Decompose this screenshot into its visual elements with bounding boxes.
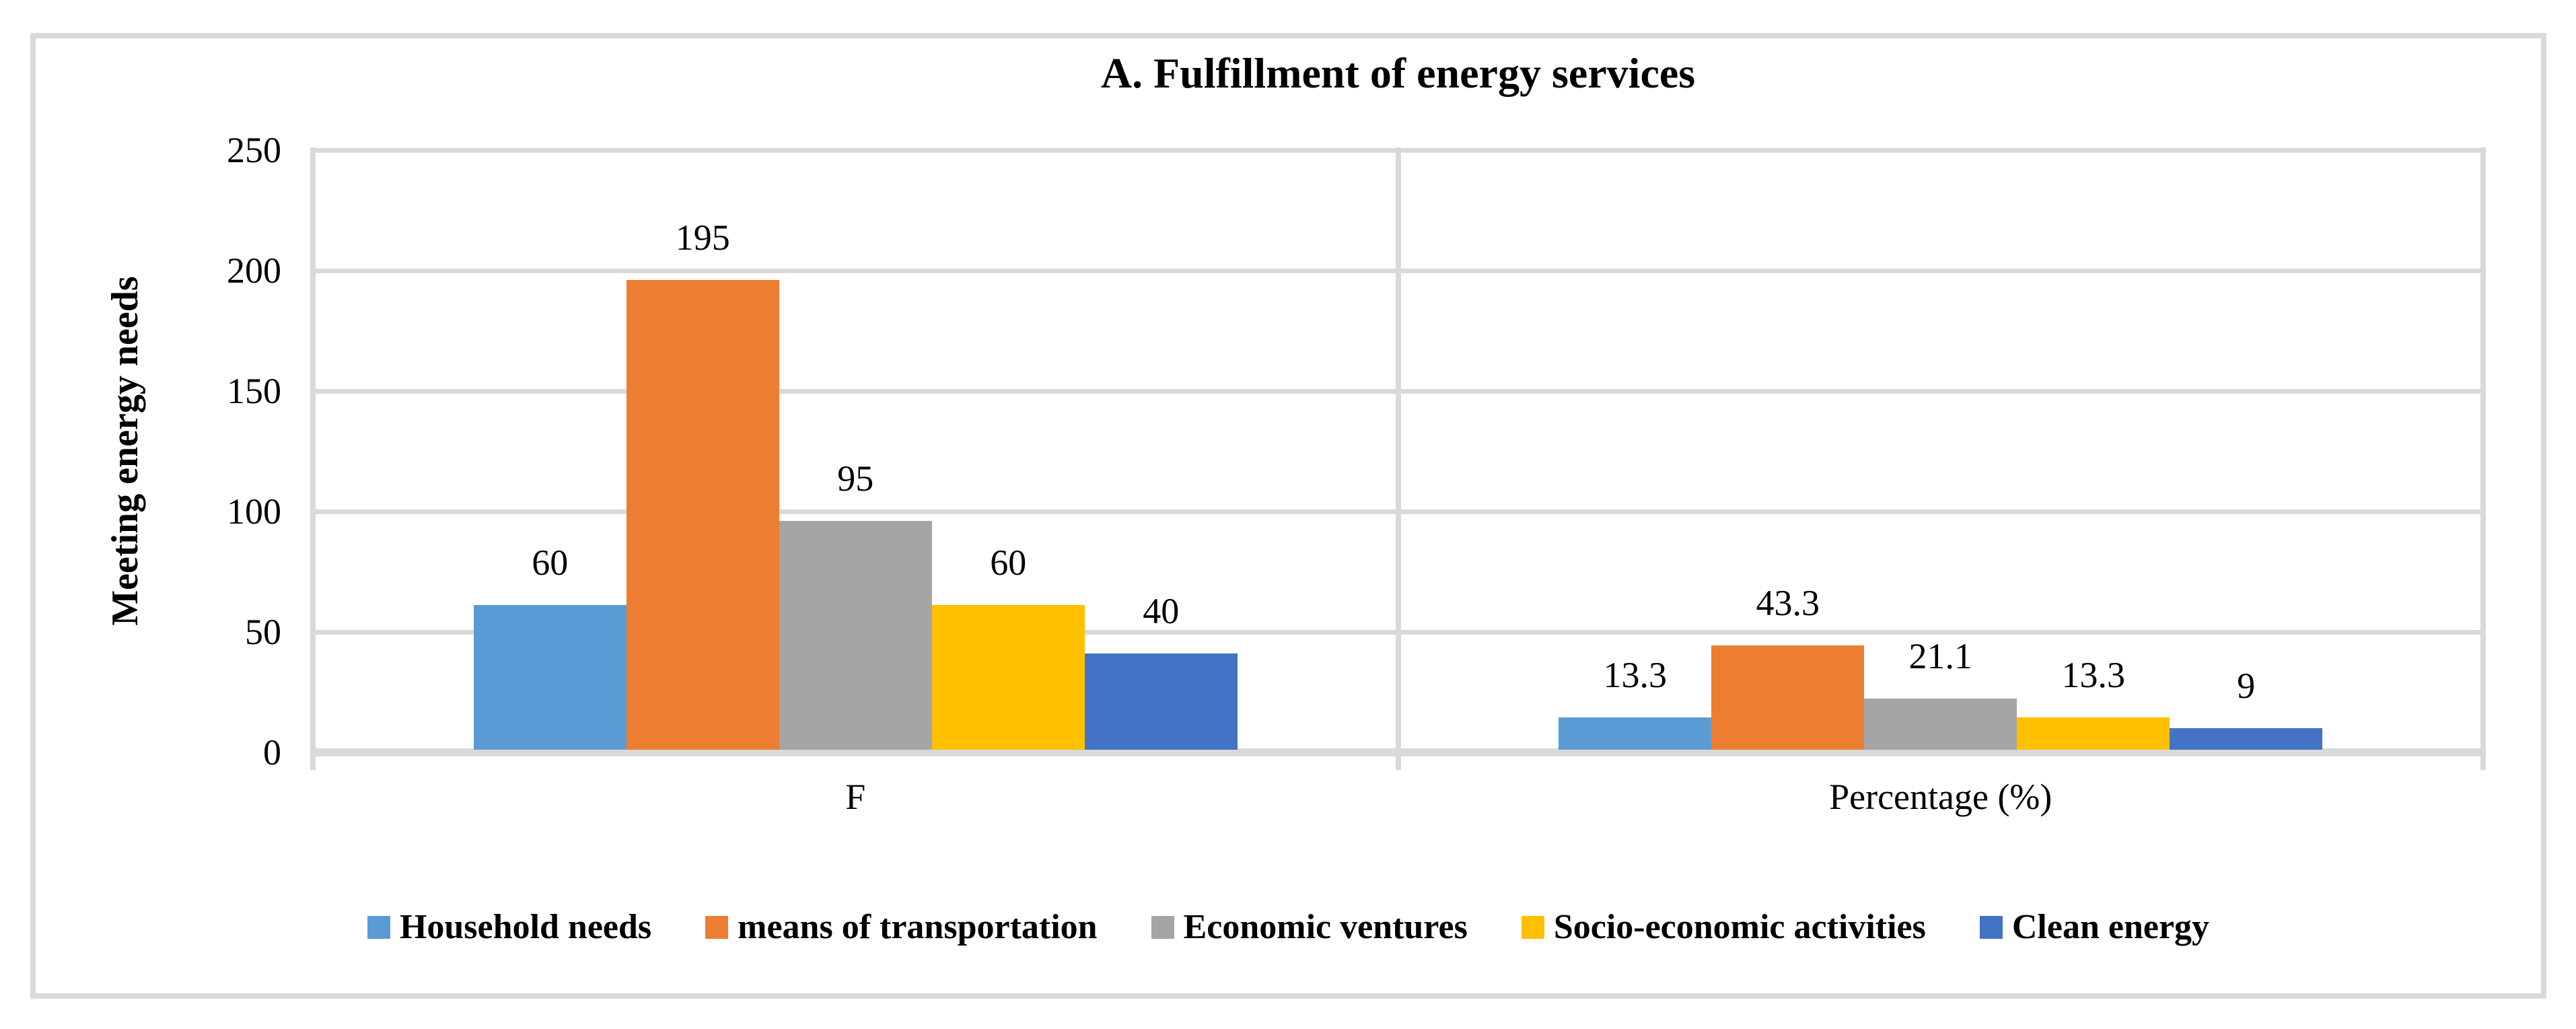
bar-socio-economic-activities [931,605,1085,750]
legend-item: Socio-economic activities [1521,907,1926,948]
data-label: 40 [1143,591,1180,631]
legend-item: Economic ventures [1151,907,1468,948]
bar-means-of-transportation [626,280,779,750]
bar-socio-economic-activities [2017,717,2170,750]
legend-label: Economic ventures [1183,908,1468,946]
chart-frame [30,33,2546,999]
legend-swatch-icon [705,916,729,939]
legend-item: Clean energy [1979,907,2210,948]
bar-household-needs [473,605,627,750]
legend-swatch-icon [367,916,390,939]
legend-label: Clean energy [2011,908,2210,946]
y-tick-label: 50 [245,612,281,652]
bar-clean-energy [2170,728,2323,750]
y-tick-label: 0 [263,732,281,773]
y-axis-title: Meeting energy needs [104,276,146,626]
legend-item: Household needs [367,907,651,948]
data-label: 60 [990,542,1027,583]
legend-swatch-icon [1979,916,2003,939]
data-label: 21.1 [1908,636,1973,676]
bar-economic-ventures [779,521,932,750]
data-label: 60 [532,542,569,583]
category-label: F [845,777,866,817]
y-axis-line [310,147,316,770]
legend-label: means of transportation [738,908,1098,946]
bar-household-needs [1559,717,1712,750]
legend-swatch-icon [1521,916,1544,939]
plot-right-border [2480,147,2486,770]
bar-clean-energy [1084,653,1238,750]
data-label: 195 [675,217,730,258]
data-label: 43.3 [1756,583,1820,623]
category-divider [1395,147,1401,770]
data-label: 13.3 [2061,655,2126,695]
bar-economic-ventures [1864,699,2017,750]
data-label: 13.3 [1603,655,1668,695]
data-label: 9 [2237,666,2256,706]
legend: Household needs means of transportation Ec… [30,900,2546,954]
legend-item: means of transportation [705,907,1098,948]
category-label: Percentage (%) [1829,777,2052,817]
y-tick-label: 100 [227,491,281,532]
y-tick-label: 150 [227,371,281,411]
legend-label: Household needs [399,908,652,946]
y-tick-label: 200 [227,250,281,291]
chart-title: A. Fulfillment of energy services [1100,49,1696,97]
data-label: 95 [837,458,874,499]
legend-swatch-icon [1151,916,1174,939]
bar-means-of-transportation [1711,645,1865,750]
legend-label: Socio-economic activities [1553,908,1926,946]
y-tick-label: 250 [227,130,281,170]
